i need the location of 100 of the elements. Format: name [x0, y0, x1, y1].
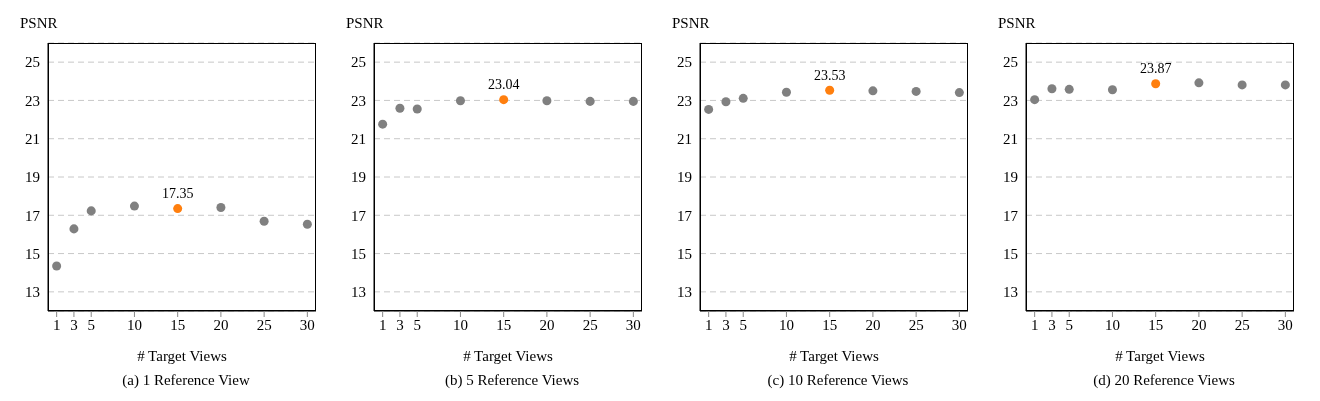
- x-tick-label: 20: [539, 316, 555, 333]
- y-tick-label: 15: [1003, 245, 1018, 262]
- y-tick-label: 15: [351, 245, 366, 262]
- point: [1047, 84, 1057, 94]
- point: [129, 201, 139, 211]
- x-tick-label: 3: [70, 316, 78, 333]
- y-tick-label: 19: [1003, 169, 1018, 186]
- y-tick-label: 23: [25, 92, 40, 109]
- x-tick-label: 1: [1030, 316, 1039, 333]
- y-tick-label: 25: [25, 54, 40, 71]
- point: [86, 206, 96, 216]
- point: [216, 202, 226, 212]
- point: [52, 261, 62, 271]
- point: [412, 104, 422, 114]
- text: (c) 10 Reference Views: [766, 372, 910, 389]
- point: [1151, 79, 1161, 89]
- point: [954, 88, 964, 98]
- y-tick-label: 25: [677, 54, 692, 71]
- x-tick-label: 1: [52, 316, 61, 333]
- point: [868, 86, 878, 96]
- y-tick-label: 25: [1003, 54, 1018, 71]
- point: [1237, 80, 1247, 90]
- x-tick-label: 3: [722, 316, 730, 333]
- y-tick-label: 21: [1003, 131, 1018, 148]
- y-axis-title: PSNR: [345, 14, 385, 33]
- x-tick-label: 15: [496, 316, 512, 333]
- point: [259, 216, 269, 226]
- x-tick-label: 25: [256, 316, 272, 333]
- y-tick-label: 19: [351, 169, 366, 186]
- x-tick-label: 3: [396, 316, 404, 333]
- y-tick-label: 23: [677, 92, 692, 109]
- x-tick-label: 30: [1277, 316, 1293, 333]
- y-tick-label: 17: [677, 207, 693, 224]
- point: [499, 95, 509, 105]
- text: (d) 20 Reference Views: [1092, 372, 1236, 389]
- y-tick-label: 21: [351, 131, 366, 148]
- point: [628, 96, 638, 106]
- y-tick-label: 23: [1003, 92, 1018, 109]
- x-tick-label: 3: [1048, 316, 1056, 333]
- y-axis-title: PSNR: [19, 14, 59, 33]
- y-tick-label: 19: [25, 169, 40, 186]
- y-tick-label: 13: [351, 284, 366, 301]
- y-tick-label: 23: [351, 92, 366, 109]
- point: [1030, 95, 1040, 105]
- point: [911, 86, 921, 96]
- y-tick-label: 13: [1003, 284, 1018, 301]
- y-tick-label: 17: [351, 207, 367, 224]
- x-tick-label: 1: [704, 316, 713, 333]
- x-tick-label: 5: [413, 316, 421, 333]
- point: [455, 96, 465, 106]
- point: [69, 224, 79, 234]
- y-tick-label: 21: [677, 131, 692, 148]
- data-label: 23.04: [487, 77, 520, 93]
- data-label: 17.35: [161, 186, 194, 202]
- point: [1107, 85, 1117, 95]
- x-tick-label: 5: [739, 316, 747, 333]
- point: [1064, 84, 1074, 94]
- x-axis-title: # Target Views: [463, 348, 554, 364]
- x-tick-label: 1: [378, 316, 387, 333]
- point: [542, 96, 552, 106]
- data-label: 23.53: [813, 67, 846, 83]
- x-axis-title: # Target Views: [1115, 348, 1206, 364]
- x-axis-title: # Target Views: [789, 348, 880, 364]
- point: [585, 96, 595, 106]
- text: (b) 5 Reference Views: [443, 372, 581, 389]
- x-tick-label: 10: [1104, 316, 1120, 333]
- x-axis-title: # Target Views: [137, 348, 228, 364]
- point: [1194, 78, 1204, 88]
- y-tick-label: 13: [677, 284, 692, 301]
- x-tick-label: 5: [1065, 316, 1073, 333]
- x-tick-label: 5: [87, 316, 95, 333]
- y-tick-label: 25: [351, 54, 366, 71]
- y-axis-title: PSNR: [671, 14, 711, 33]
- y-tick-label: 19: [677, 169, 692, 186]
- text: (a) 1 Reference View: [121, 372, 251, 389]
- x-tick-label: 25: [582, 316, 598, 333]
- y-tick-label: 17: [25, 207, 41, 224]
- data-label: 23.87: [1139, 61, 1172, 77]
- point: [825, 85, 835, 95]
- x-tick-label: 20: [1191, 316, 1207, 333]
- x-tick-label: 20: [865, 316, 881, 333]
- y-tick-label: 21: [25, 131, 40, 148]
- y-tick-label: 15: [25, 245, 40, 262]
- point: [1280, 80, 1290, 90]
- y-tick-label: 15: [677, 245, 692, 262]
- x-tick-label: 15: [822, 316, 838, 333]
- point: [302, 219, 312, 229]
- point: [721, 97, 731, 107]
- y-tick-label: 17: [1003, 207, 1019, 224]
- point: [378, 119, 388, 129]
- x-tick-label: 10: [126, 316, 142, 333]
- x-tick-label: 10: [452, 316, 468, 333]
- point: [173, 204, 183, 214]
- x-tick-label: 20: [213, 316, 229, 333]
- x-tick-label: 25: [908, 316, 924, 333]
- point: [704, 104, 714, 114]
- x-tick-label: 30: [951, 316, 967, 333]
- point: [738, 93, 748, 103]
- x-tick-label: 15: [170, 316, 186, 333]
- x-tick-label: 30: [625, 316, 641, 333]
